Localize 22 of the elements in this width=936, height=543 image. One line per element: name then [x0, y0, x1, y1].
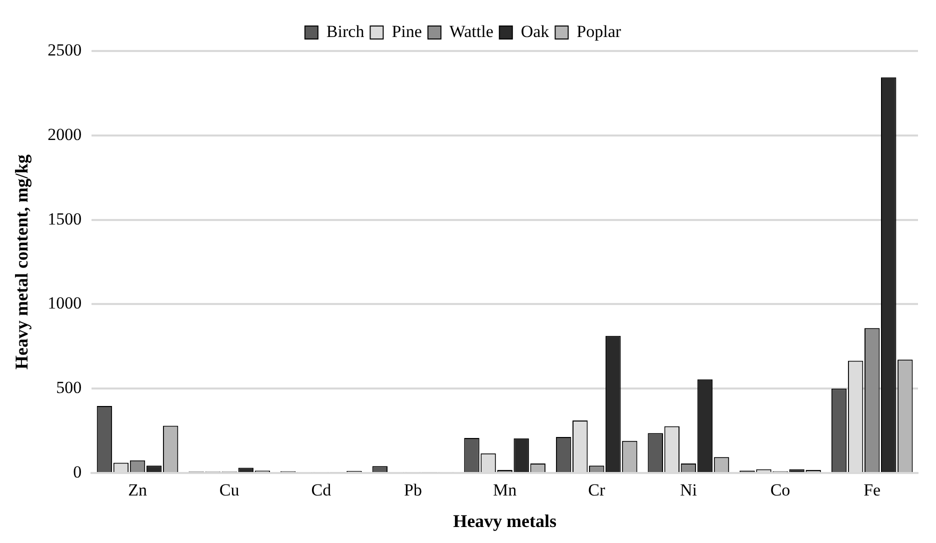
y-tick-label: 2500	[48, 40, 82, 60]
x-tick-label: Co	[770, 480, 790, 500]
x-tick-label: Cr	[588, 480, 606, 500]
x-tick-label: Zn	[128, 480, 148, 500]
x-tick-label: Mn	[492, 480, 518, 500]
x-tick-label: Pb	[404, 480, 422, 500]
y-tick-label: 500	[56, 378, 82, 398]
y-tick-label: 0	[73, 462, 82, 482]
y-tick-label: 1000	[48, 294, 82, 313]
legend-label: Poplar	[576, 22, 622, 41]
legend-label: Birch	[326, 22, 365, 41]
y-tick-label: 2000	[48, 124, 82, 144]
legend-label: Wattle	[449, 22, 494, 41]
x-tick-label: Ni	[680, 480, 698, 500]
x-tick-label: Cu	[219, 480, 240, 500]
legend-label: Pine	[392, 22, 422, 41]
x-tick-label: Fe	[864, 480, 881, 500]
legend-label: Oak	[520, 22, 550, 41]
x-axis-title: Heavy metals	[453, 510, 557, 531]
x-tick-label: Cd	[311, 480, 332, 500]
y-axis-title: Heavy metal content, mg/kg	[11, 154, 32, 370]
y-tick-label: 1500	[48, 209, 82, 228]
